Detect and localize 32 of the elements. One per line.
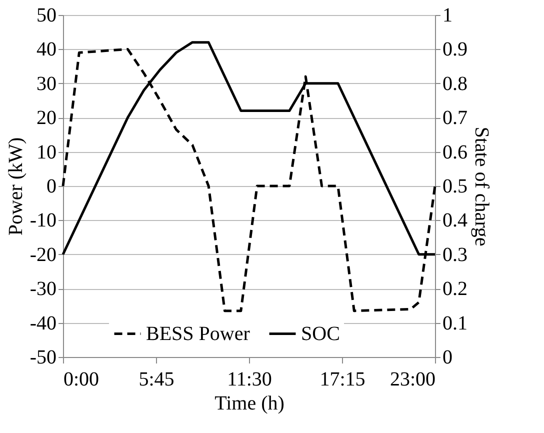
y-tick-label: 50 [36,4,56,26]
y-tick-label: -10 [30,210,56,232]
legend-label: BESS Power [146,322,250,345]
y-tick-label: 30 [36,72,56,95]
y-tick-label: 20 [36,107,56,130]
y2-tick-label: 0.7 [442,107,468,130]
y2-tick-label: 0 [442,346,452,368]
y-tick-label: 40 [36,38,56,61]
y-tick-label: 0 [46,176,56,198]
x-axis-title: Time (h) [214,392,284,414]
y-tick-label: -40 [30,312,56,334]
x-tick-label: 23:00 [390,368,436,390]
y2-tick-label: 0.8 [442,72,468,95]
y-tick-label: -50 [30,346,56,368]
y2-tick-label: 0.9 [442,38,468,61]
y2-tick-label: 0.6 [442,141,468,164]
y-tick-label: -20 [30,244,56,266]
y2-tick-label: 0.5 [442,176,468,198]
x-tick-label: 5:45 [138,368,174,390]
x-tick-label: 11:30 [227,368,272,390]
y2-tick-label: 0.3 [442,244,468,266]
y-tick-label: -30 [30,278,56,300]
y2-tick-label: 0.1 [442,312,468,334]
y2-tick-label: 1 [442,4,452,26]
y2-tick-label: 0.4 [442,210,468,232]
x-tick-label: 0:00 [64,368,100,390]
y-tick-label: 10 [36,141,56,164]
y2-axis-title: State of charge [470,126,492,246]
y-axis-title: Power (kW) [4,137,27,236]
y2-tick-label: 0.2 [442,278,468,300]
legend-label: SOC [301,322,340,345]
x-tick-label: 17:15 [320,368,366,390]
